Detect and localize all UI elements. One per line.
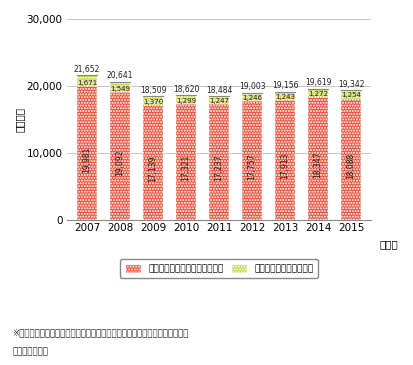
Text: 17,139: 17,139 bbox=[149, 155, 158, 181]
Bar bbox=[209, 96, 229, 104]
Bar bbox=[275, 100, 295, 220]
Bar bbox=[77, 86, 97, 220]
Text: 18,088: 18,088 bbox=[347, 152, 356, 178]
Bar bbox=[275, 92, 295, 100]
Bar bbox=[341, 99, 361, 220]
Bar bbox=[110, 92, 130, 220]
Text: 18,620: 18,620 bbox=[173, 85, 199, 94]
Text: 19,619: 19,619 bbox=[305, 78, 331, 87]
Bar bbox=[143, 96, 163, 105]
Text: 18,347: 18,347 bbox=[313, 151, 323, 178]
Text: （年）: （年） bbox=[379, 239, 398, 249]
Text: ※地上テレビジョン広告費、地上ラジオ広告費を民間地上放送事業者の広告: ※地上テレビジョン広告費、地上ラジオ広告費を民間地上放送事業者の広告 bbox=[12, 328, 189, 338]
Text: 19,342: 19,342 bbox=[338, 80, 364, 89]
Bar bbox=[308, 97, 328, 220]
Text: 1,671: 1,671 bbox=[77, 80, 97, 86]
Bar bbox=[242, 93, 262, 101]
Bar bbox=[341, 91, 361, 99]
Text: 1,370: 1,370 bbox=[143, 99, 163, 105]
Text: 19,156: 19,156 bbox=[272, 81, 298, 90]
Text: 収入とした。: 収入とした。 bbox=[12, 347, 48, 356]
Text: 1,247: 1,247 bbox=[209, 98, 229, 104]
Legend: 地上テレビジョン放送広告収入, 地上ラジオ放送広告収入: 地上テレビジョン放送広告収入, 地上ラジオ放送広告収入 bbox=[120, 259, 318, 278]
Bar bbox=[209, 104, 229, 220]
Bar bbox=[176, 95, 196, 104]
Bar bbox=[308, 89, 328, 97]
Bar bbox=[242, 101, 262, 220]
Bar bbox=[143, 105, 163, 220]
Text: 19,981: 19,981 bbox=[83, 146, 92, 173]
Text: 20,641: 20,641 bbox=[107, 71, 133, 80]
Text: 18,509: 18,509 bbox=[140, 86, 166, 95]
Text: 1,549: 1,549 bbox=[110, 86, 130, 92]
Text: 1,243: 1,243 bbox=[275, 94, 295, 100]
Text: 1,246: 1,246 bbox=[242, 95, 262, 101]
Text: 17,757: 17,757 bbox=[247, 153, 256, 180]
Bar bbox=[77, 75, 97, 86]
Text: 17,321: 17,321 bbox=[182, 154, 190, 181]
Text: 18,484: 18,484 bbox=[206, 86, 232, 95]
Text: 1,254: 1,254 bbox=[341, 92, 361, 99]
Text: 17,913: 17,913 bbox=[280, 153, 290, 179]
Text: 19,092: 19,092 bbox=[116, 149, 125, 176]
Bar bbox=[110, 82, 130, 92]
Text: 1,299: 1,299 bbox=[176, 97, 196, 104]
Y-axis label: （億円）: （億円） bbox=[15, 107, 25, 132]
Text: 1,272: 1,272 bbox=[308, 91, 328, 97]
Bar bbox=[176, 104, 196, 220]
Text: 21,652: 21,652 bbox=[74, 65, 100, 74]
Text: 19,003: 19,003 bbox=[239, 82, 266, 91]
Text: 17,237: 17,237 bbox=[215, 155, 223, 181]
